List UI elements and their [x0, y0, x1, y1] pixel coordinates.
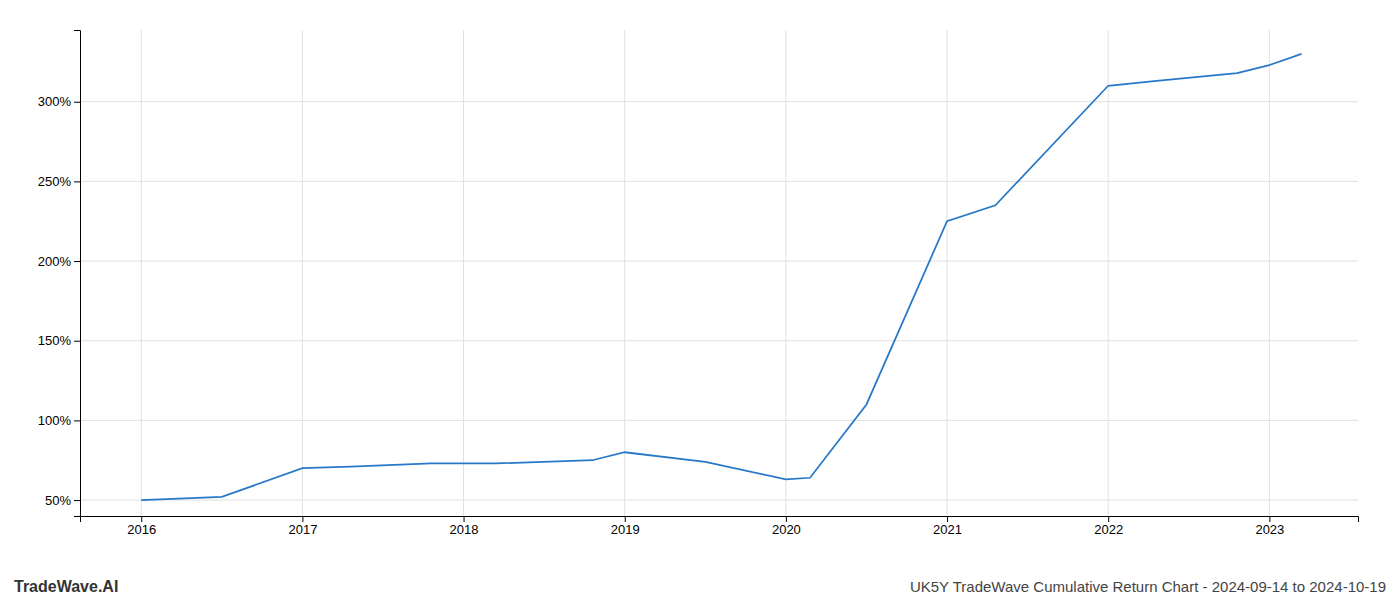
tick-mark [1108, 516, 1109, 522]
tick: 2019 [611, 516, 640, 537]
grid [80, 30, 1358, 516]
title: UK5Y TradeWave Cumulative Return Chart -… [910, 578, 1386, 595]
grid-line [624, 30, 625, 516]
chart: 2016 2017 2018 2019 2020 2021 2022 2023 50% 100% 1… [0, 0, 1400, 600]
tick-mark [947, 516, 948, 522]
tick: 2016 [127, 516, 156, 537]
tick-label: 2021 [933, 522, 962, 537]
marks [141, 54, 1301, 500]
watermark: TradeWave.AI [14, 578, 118, 595]
grid-line [785, 30, 786, 516]
tick-label: 50% [45, 493, 71, 508]
line [141, 54, 1301, 500]
x-axis: 2016 2017 2018 2019 2020 2021 2022 2023 [81, 516, 1359, 537]
tick-label: 250% [38, 174, 72, 189]
tick-label: 2022 [1094, 522, 1123, 537]
tick: 250% [38, 174, 80, 189]
tick: 100% [38, 413, 80, 428]
tick-mark [464, 516, 465, 522]
tick: 2017 [288, 516, 317, 537]
tick-label: 2018 [450, 522, 479, 537]
tick: 2020 [772, 516, 801, 537]
tick-mark [74, 500, 80, 501]
tick: 2023 [1255, 516, 1284, 537]
grid-line [80, 181, 1358, 182]
tick: 2018 [450, 516, 479, 537]
y-axis: 50% 100% 150% 200% 250% 300% [38, 31, 81, 517]
axis-line [74, 31, 81, 517]
tick-label: 100% [38, 413, 72, 428]
grid-line [80, 420, 1358, 421]
plot: 2016 2017 2018 2019 2020 2021 2022 2023 50% 100% 1… [38, 30, 1359, 537]
tick-mark [74, 261, 80, 262]
tick-mark [786, 516, 787, 522]
tick-mark [74, 181, 80, 182]
tick: 2022 [1094, 516, 1123, 537]
grid-line [141, 30, 142, 516]
tick-mark [1269, 516, 1270, 522]
tick-label: 2016 [127, 522, 156, 537]
tick-label: 2023 [1255, 522, 1284, 537]
grid-line [1108, 30, 1109, 516]
tick-mark [141, 516, 142, 522]
grid-line [80, 101, 1358, 102]
tick: 300% [38, 94, 80, 109]
tick-label: 200% [38, 254, 72, 269]
tick-mark [74, 420, 80, 421]
grid-line [302, 30, 303, 516]
tick-label: 2019 [611, 522, 640, 537]
axis-line [81, 517, 1359, 523]
grid-line [947, 30, 948, 516]
tick-label: 2020 [772, 522, 801, 537]
tick: 150% [38, 333, 80, 348]
tick-mark [625, 516, 626, 522]
tick: 200% [38, 254, 80, 269]
tick: 50% [45, 493, 80, 508]
grid-line [80, 500, 1358, 501]
tick: 2021 [933, 516, 962, 537]
tick-mark [74, 341, 80, 342]
grid-line [80, 261, 1358, 262]
grid-line [80, 340, 1358, 341]
tick-mark [302, 516, 303, 522]
tick-label: 150% [38, 333, 72, 348]
tick-mark [74, 102, 80, 103]
grid-line [1269, 30, 1270, 516]
tick-label: 2017 [288, 522, 317, 537]
grid-line [463, 30, 464, 516]
tick-label: 300% [38, 94, 72, 109]
